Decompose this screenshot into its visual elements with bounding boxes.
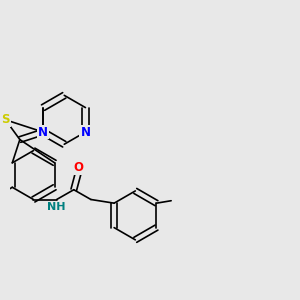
Text: N: N (38, 125, 48, 139)
Text: N: N (80, 125, 90, 139)
Text: S: S (1, 113, 10, 126)
Text: N: N (80, 125, 90, 139)
Text: S: S (1, 113, 10, 126)
Text: O: O (74, 160, 84, 174)
Text: NH: NH (47, 202, 65, 212)
Text: N: N (38, 125, 48, 139)
